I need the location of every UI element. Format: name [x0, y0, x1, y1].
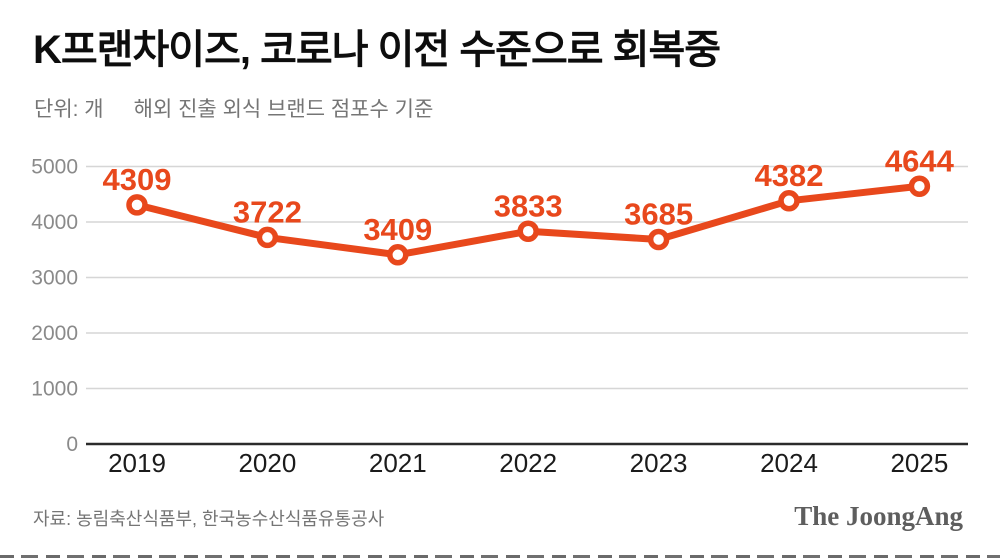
source-text: 자료: 농림축산식품부, 한국농수산식품유통공사 — [33, 509, 385, 529]
data-point — [778, 190, 800, 212]
x-tick-label: 2022 — [499, 448, 557, 478]
joongang-logo: The JoongAng — [794, 501, 963, 531]
data-point — [908, 175, 931, 198]
x-tick-label: 2023 — [630, 448, 688, 478]
data-label: 4382 — [755, 158, 824, 193]
data-point — [517, 220, 539, 243]
x-tick-label: 2019 — [108, 448, 166, 478]
chart-title: K프랜차이즈, 코로나 이전 수준으로 회복중 — [33, 28, 721, 72]
y-tick-label: 3000 — [31, 267, 78, 290]
y-tick-label: 5000 — [31, 156, 78, 179]
x-tick-label: 2024 — [760, 448, 818, 478]
data-label: 3722 — [233, 194, 302, 229]
data-point — [256, 226, 279, 249]
data-point — [126, 194, 148, 216]
data-label: 3685 — [624, 196, 693, 231]
cropped-content-edge — [0, 555, 1000, 558]
x-tick-label: 2021 — [369, 448, 427, 478]
data-label: 4309 — [103, 162, 172, 197]
unit-label: 단위: 개 — [34, 98, 104, 121]
y-tick-label: 4000 — [31, 211, 78, 234]
data-label: 3409 — [363, 212, 432, 247]
basis-label: 해외 진출 외식 브랜드 점포수 기준 — [133, 98, 434, 121]
x-tick-label: 2020 — [238, 448, 296, 478]
data-label: 3833 — [494, 188, 563, 223]
y-tick-label: 1000 — [31, 378, 78, 401]
y-tick-label: 0 — [66, 433, 78, 456]
chart-subtitle: 단위: 개 해외 진출 외식 브랜드 점포수 기준 — [34, 93, 433, 123]
x-tick-label: 2025 — [890, 448, 948, 478]
data-point — [647, 228, 670, 251]
data-point — [387, 244, 409, 266]
data-label: 4644 — [885, 143, 955, 178]
y-tick-label: 2000 — [31, 322, 78, 345]
